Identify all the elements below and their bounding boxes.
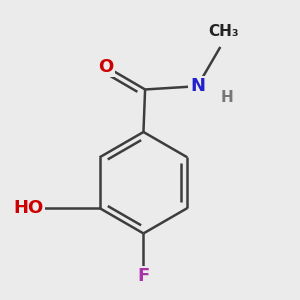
Text: H: H — [220, 90, 233, 105]
Text: O: O — [98, 58, 113, 76]
Text: F: F — [137, 267, 150, 285]
Text: CH₃: CH₃ — [208, 24, 239, 39]
Text: HO: HO — [14, 199, 44, 217]
Text: N: N — [190, 77, 205, 95]
